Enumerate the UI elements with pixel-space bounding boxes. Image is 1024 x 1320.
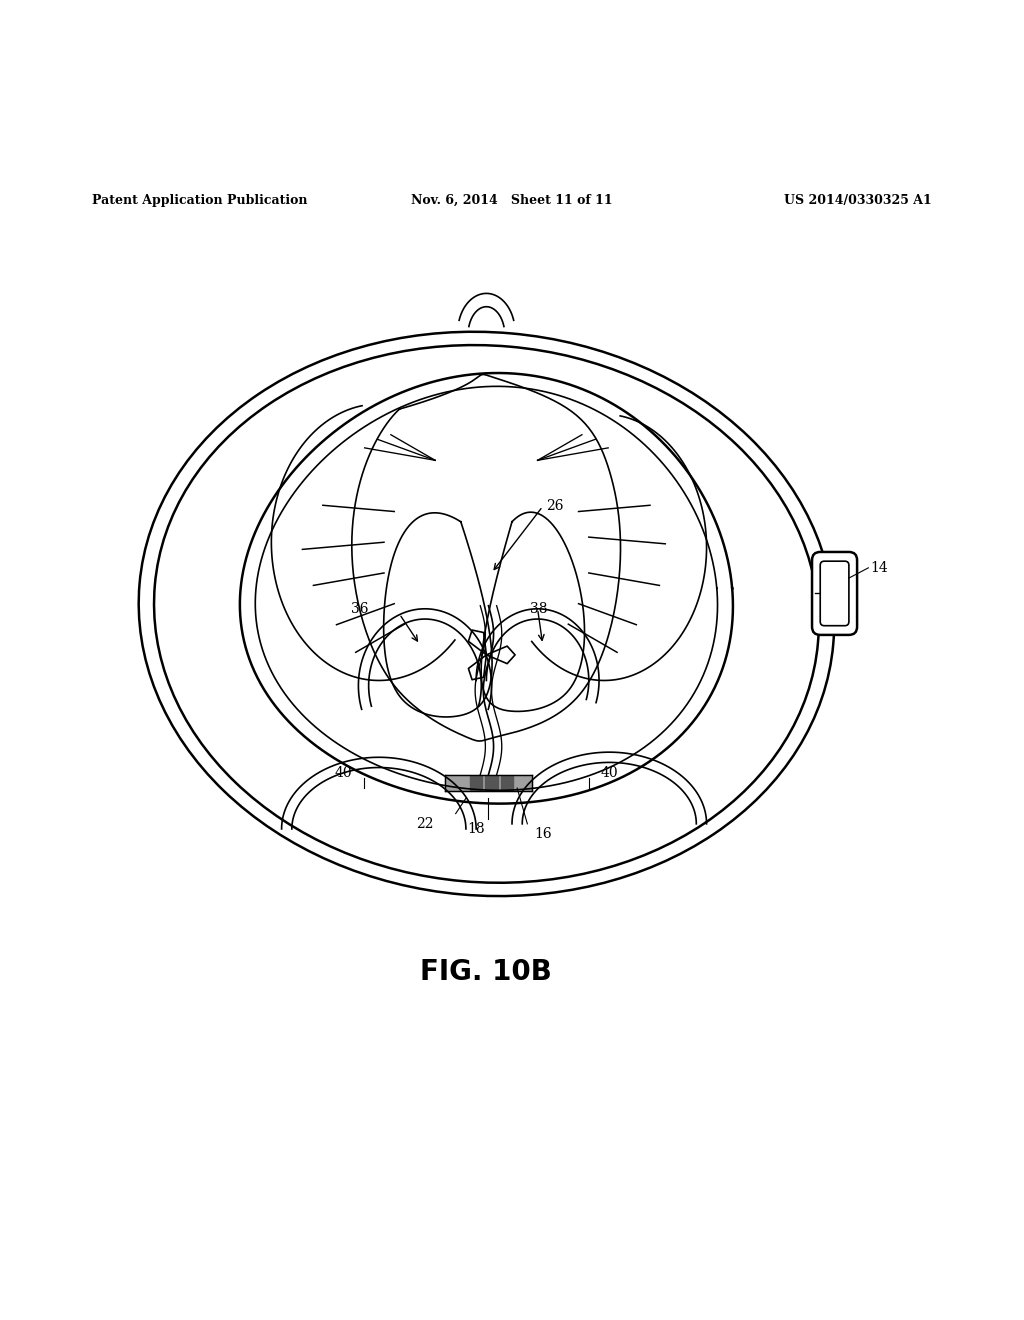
Text: Nov. 6, 2014   Sheet 11 of 11: Nov. 6, 2014 Sheet 11 of 11 [412, 194, 612, 207]
Text: 40: 40 [334, 766, 352, 780]
Text: 22: 22 [416, 817, 434, 830]
Text: 14: 14 [870, 561, 888, 574]
Text: FIG. 10B: FIG. 10B [421, 958, 552, 986]
Text: US 2014/0330325 A1: US 2014/0330325 A1 [784, 194, 932, 207]
Text: 16: 16 [534, 828, 552, 841]
FancyBboxPatch shape [812, 552, 857, 635]
Text: 26: 26 [546, 499, 563, 513]
Text: 38: 38 [530, 602, 548, 616]
Text: 36: 36 [351, 602, 369, 616]
Text: 18: 18 [467, 822, 485, 836]
Text: 40: 40 [600, 766, 618, 780]
Text: Patent Application Publication: Patent Application Publication [92, 194, 307, 207]
